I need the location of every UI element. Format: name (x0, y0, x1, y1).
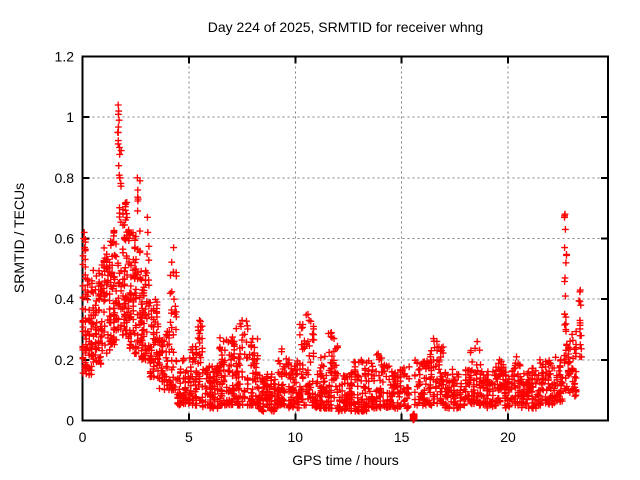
y-tick-label: 0.8 (55, 170, 75, 186)
y-tick-label: 0.2 (55, 352, 75, 368)
y-tick-labels: 0 0.2 0.4 0.6 0.8 1 1.2 (55, 49, 75, 429)
x-tick-label: 0 (79, 429, 87, 445)
x-tick-label: 10 (287, 429, 303, 445)
y-tick-label: 0 (66, 413, 74, 429)
data-points-layer (79, 101, 585, 424)
y-tick-label: 1 (66, 109, 74, 125)
y-tick-label: 0.6 (55, 231, 75, 247)
gridlines (82, 56, 608, 421)
x-tick-labels: 0 5 10 15 20 (79, 429, 516, 445)
x-tick-label: 15 (394, 429, 410, 445)
x-tick-label: 20 (500, 429, 516, 445)
y-tick-label: 0.4 (55, 291, 75, 307)
chart-title: Day 224 of 2025, SRMTID for receiver whn… (207, 19, 484, 35)
axis-ticks (81, 55, 608, 422)
x-axis-label: GPS time / hours (292, 452, 399, 468)
y-tick-label: 1.2 (55, 49, 75, 65)
x-tick-label: 5 (185, 429, 193, 445)
